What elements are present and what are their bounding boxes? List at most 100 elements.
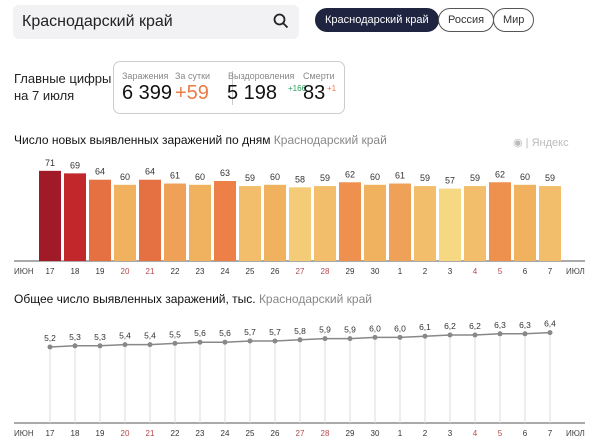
search-input[interactable]: Краснодарский край bbox=[13, 5, 299, 39]
bar-x-end-label: ИЮЛ bbox=[566, 267, 585, 276]
data-point bbox=[122, 342, 128, 348]
data-point bbox=[472, 332, 478, 338]
point-value-label: 5,9 bbox=[319, 325, 331, 335]
deaths-label: Смерти bbox=[303, 71, 335, 81]
bar-value-label: 60 bbox=[520, 172, 530, 182]
daily-value: +59 bbox=[175, 82, 209, 104]
filter-world[interactable]: Мир bbox=[493, 8, 535, 32]
bar-subtitle: Краснодарский край bbox=[273, 133, 387, 147]
headline: Главные цифры на 7 июля bbox=[14, 70, 111, 104]
search-value: Краснодарский край bbox=[22, 13, 173, 30]
x-tick-label: 25 bbox=[246, 429, 255, 438]
x-tick-label: 28 bbox=[321, 267, 330, 276]
infections-label: Заражения bbox=[122, 71, 169, 81]
x-tick-label: 1 bbox=[398, 267, 403, 276]
bar bbox=[289, 187, 311, 261]
bar-value-label: 64 bbox=[95, 167, 105, 177]
daily-label: За сутки bbox=[175, 71, 211, 81]
point-value-label: 5,6 bbox=[194, 328, 206, 338]
bar-value-label: 59 bbox=[245, 173, 255, 183]
data-point bbox=[147, 342, 153, 348]
line-subtitle: Краснодарский край bbox=[258, 292, 372, 306]
x-tick-label: 18 bbox=[71, 429, 80, 438]
point-value-label: 6,3 bbox=[494, 320, 506, 330]
bar-value-label: 60 bbox=[120, 172, 130, 182]
x-tick-label: 7 bbox=[548, 429, 553, 438]
bar-value-label: 71 bbox=[45, 158, 55, 168]
bar bbox=[239, 186, 261, 261]
bar-value-label: 64 bbox=[145, 167, 155, 177]
recovered-delta: +166 bbox=[288, 84, 307, 93]
bar bbox=[339, 182, 361, 261]
point-value-label: 5,4 bbox=[119, 331, 131, 341]
recovered-value: 5 198 bbox=[227, 82, 278, 104]
bar bbox=[264, 184, 286, 261]
x-tick-label: 20 bbox=[121, 267, 130, 276]
point-value-label: 5,3 bbox=[94, 332, 106, 342]
filter-region[interactable]: Краснодарский край bbox=[315, 8, 439, 32]
line-x-end-label: ИЮЛ bbox=[566, 429, 585, 438]
bar-value-label: 59 bbox=[420, 173, 430, 183]
bar-value-label: 62 bbox=[495, 169, 505, 179]
data-point bbox=[172, 340, 178, 346]
point-value-label: 5,3 bbox=[69, 332, 81, 342]
bar-chart-title: Число новых выявленных заражений по дням… bbox=[14, 133, 387, 147]
headline-line1: Главные цифры bbox=[14, 71, 112, 86]
bar bbox=[389, 183, 411, 261]
x-tick-label: 17 bbox=[46, 267, 55, 276]
point-value-label: 5,2 bbox=[44, 333, 56, 343]
deaths-delta: +1 bbox=[327, 84, 337, 93]
bar-value-label: 61 bbox=[395, 171, 405, 181]
bar-value-label: 57 bbox=[445, 176, 455, 186]
x-tick-label: 22 bbox=[171, 267, 180, 276]
x-tick-label: 7 bbox=[548, 267, 553, 276]
filter-russia[interactable]: Россия bbox=[438, 8, 495, 32]
bar-value-label: 58 bbox=[295, 174, 305, 184]
stats-card: Заражения 6 399 За сутки +59 Выздоровлен… bbox=[113, 61, 345, 114]
data-point bbox=[97, 343, 103, 349]
x-tick-label: 1 bbox=[398, 429, 403, 438]
point-value-label: 5,9 bbox=[344, 325, 356, 335]
bar-chart: ИЮН ИЮЛ7117691864196020642161226023632459… bbox=[14, 158, 585, 276]
data-point bbox=[397, 334, 403, 340]
bar bbox=[189, 184, 211, 261]
x-tick-label: 24 bbox=[221, 267, 230, 276]
bar bbox=[64, 173, 86, 261]
x-tick-label: 17 bbox=[46, 429, 55, 438]
bar bbox=[514, 184, 536, 261]
x-tick-label: 20 bbox=[121, 429, 130, 438]
line-x-start-label: ИЮН bbox=[14, 429, 34, 438]
point-value-label: 5,7 bbox=[269, 327, 281, 337]
bar bbox=[114, 184, 136, 261]
point-value-label: 6,3 bbox=[519, 320, 531, 330]
x-tick-label: 21 bbox=[146, 267, 155, 276]
data-point bbox=[197, 339, 203, 345]
bar-value-label: 60 bbox=[195, 172, 205, 182]
bar bbox=[139, 179, 161, 261]
bar-value-label: 61 bbox=[170, 171, 180, 181]
bar-value-label: 59 bbox=[545, 173, 555, 183]
x-tick-label: 21 bbox=[146, 429, 155, 438]
x-tick-label: 27 bbox=[296, 267, 305, 276]
line-title-text: Общее число выявленных заражений, тыс. bbox=[14, 292, 256, 306]
point-value-label: 6,2 bbox=[444, 321, 456, 331]
bar bbox=[489, 182, 511, 261]
x-tick-label: 3 bbox=[448, 429, 453, 438]
data-point bbox=[447, 332, 453, 338]
point-value-label: 5,6 bbox=[219, 328, 231, 338]
x-tick-label: 27 bbox=[296, 429, 305, 438]
data-point bbox=[547, 330, 553, 336]
bar bbox=[464, 186, 486, 261]
watermark-text: Яндекс bbox=[531, 137, 569, 149]
point-value-label: 6,0 bbox=[394, 323, 406, 333]
point-value-label: 6,1 bbox=[419, 322, 431, 332]
x-tick-label: 23 bbox=[196, 429, 205, 438]
headline-date: на 7 июля bbox=[14, 88, 75, 103]
bar bbox=[364, 184, 386, 261]
deaths-value: 83 bbox=[303, 82, 326, 104]
x-tick-label: 5 bbox=[498, 429, 503, 438]
x-tick-label: 30 bbox=[371, 429, 380, 438]
bar bbox=[539, 186, 561, 261]
data-point bbox=[47, 344, 53, 350]
search-icon[interactable] bbox=[273, 13, 289, 29]
